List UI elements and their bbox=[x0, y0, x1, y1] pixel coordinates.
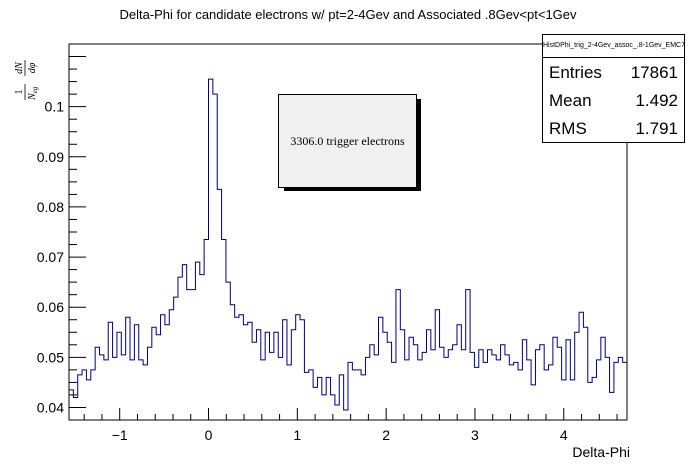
y-tick-label: 0.06 bbox=[37, 299, 64, 315]
stats-rms-value: 1.791 bbox=[635, 119, 678, 138]
y-axis-label: 1 Neg dN dφ bbox=[10, 44, 46, 104]
y-tick-label: 0.1 bbox=[45, 99, 65, 115]
stats-box: HistDPhi_trig_2-4Gev_assoc_.8-1Gev_EMC7 … bbox=[542, 34, 685, 143]
x-axis-ticks: −1 0 1 2 3 4 bbox=[83, 408, 618, 443]
x-tick-label: 0 bbox=[205, 427, 213, 443]
x-axis-label: Delta-Phi bbox=[572, 444, 630, 460]
stats-row-entries: Entries 17861 bbox=[543, 58, 684, 86]
y-tick-label: 0.08 bbox=[37, 199, 64, 215]
x-tick-label: −1 bbox=[112, 427, 128, 443]
stats-mean-value: 1.492 bbox=[635, 91, 678, 110]
annotation-box: 3306.0 trigger electrons bbox=[278, 94, 417, 188]
x-tick-label: 3 bbox=[471, 427, 479, 443]
x-tick-label: 4 bbox=[560, 427, 568, 443]
y-tick-label: 0.05 bbox=[37, 349, 64, 365]
y-tick-label: 0.07 bbox=[37, 249, 64, 265]
histogram-line bbox=[69, 78, 627, 411]
ylabel-one: 1 bbox=[14, 90, 25, 95]
histogram-series bbox=[69, 78, 627, 411]
svg-text:Neg: Neg bbox=[27, 86, 39, 101]
y-axis-ticks: 0.04 0.05 0.06 0.07 0.08 0.09 0.1 bbox=[37, 43, 86, 421]
stats-mean-label: Mean bbox=[549, 91, 592, 110]
stats-entries-value: 17861 bbox=[630, 63, 678, 82]
stats-entries-label: Entries bbox=[549, 63, 602, 82]
stats-rms-label: RMS bbox=[549, 119, 587, 138]
ylabel-n: N bbox=[27, 92, 38, 101]
chart-title: Delta-Phi for candidate electrons w/ pt=… bbox=[119, 7, 577, 22]
y-tick-label: 0.09 bbox=[37, 149, 64, 165]
ylabel-n-sub: eg bbox=[31, 86, 39, 93]
x-tick-label: 1 bbox=[293, 427, 301, 443]
ylabel-dn: dN bbox=[14, 61, 25, 74]
stats-row-rms: RMS 1.791 bbox=[543, 114, 684, 142]
stats-row-mean: Mean 1.492 bbox=[543, 86, 684, 114]
x-tick-label: 2 bbox=[382, 427, 390, 443]
stats-histogram-name: HistDPhi_trig_2-4Gev_assoc_.8-1Gev_EMC7 bbox=[543, 35, 684, 58]
y-tick-label: 0.04 bbox=[37, 399, 64, 415]
ylabel-dphi: dφ bbox=[27, 62, 38, 73]
annotation-text: 3306.0 trigger electrons bbox=[290, 133, 405, 148]
